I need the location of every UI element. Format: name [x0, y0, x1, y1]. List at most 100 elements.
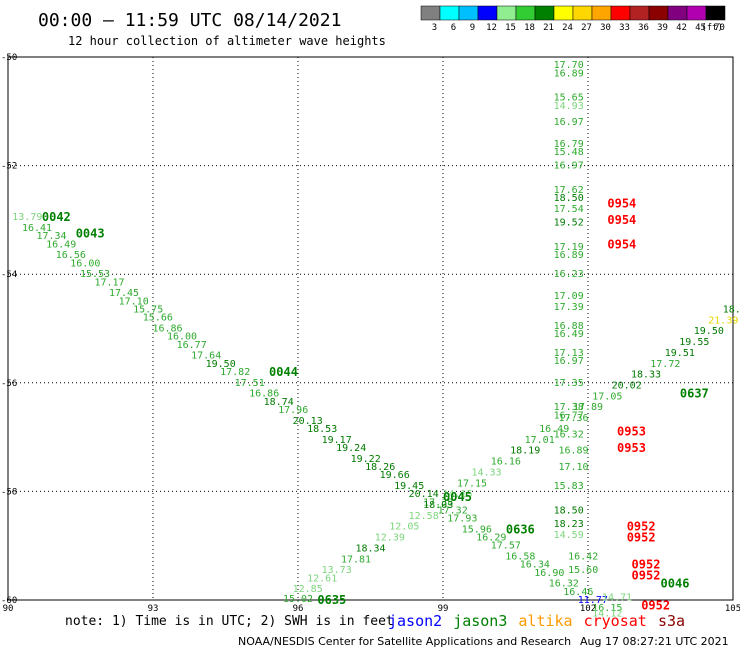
pass-time-label: 0046 — [661, 577, 690, 591]
data-point: 14.15 — [442, 489, 472, 500]
data-point: 16.46 — [563, 587, 593, 598]
data-point: 16.00 — [167, 332, 197, 343]
data-point: 17.34 — [36, 231, 66, 242]
data-point: 17.05 — [592, 391, 622, 402]
pass-time-label: 0042 — [42, 210, 71, 224]
data-point: 17.54 — [554, 204, 584, 215]
data-point: 14.12 — [592, 609, 622, 620]
plot-frame — [7, 56, 734, 601]
legend-swatch — [496, 5, 517, 21]
pass-time-label: 0953 — [617, 425, 646, 439]
legend-bin-label: 12 — [486, 23, 497, 33]
legend-swatch — [610, 5, 631, 21]
legend-unit: (ft) — [701, 23, 723, 33]
data-point: 15.96 — [462, 524, 492, 535]
satellite-name: jason3 — [453, 612, 507, 630]
data-point: 12.85 — [293, 584, 323, 595]
data-point: 19.50 — [694, 326, 724, 337]
legend-bin-label: 15 — [505, 23, 516, 33]
data-point: 16.86 — [249, 389, 279, 400]
data-point: 16.79 — [554, 139, 584, 150]
data-point: 19.45 — [394, 481, 424, 492]
legend-bin-label: 70 — [714, 23, 725, 33]
data-point: 16.88 — [554, 321, 584, 332]
legend-swatch — [648, 5, 669, 21]
pass-time-label: 0043 — [76, 226, 105, 240]
legend-bin-label: 27 — [581, 23, 592, 33]
data-point: 17.01 — [525, 435, 555, 446]
data-point: 12.61 — [307, 573, 337, 584]
data-point: 19.55 — [679, 337, 709, 348]
legend-swatch — [572, 5, 593, 21]
data-point: 16.97 — [554, 117, 584, 128]
legend-swatch — [667, 5, 688, 21]
data-point: 18.74 — [264, 397, 294, 408]
data-point: 15.02 — [283, 594, 313, 605]
legend-swatch — [534, 5, 555, 21]
satellite-legend: jason2 jason3 altika cryosat s3a — [388, 612, 685, 630]
data-point: 19.24 — [336, 443, 366, 454]
data-point: 19.52 — [554, 218, 584, 229]
x-tick-label: 90 — [3, 604, 14, 614]
legend-bin-label: 21 — [543, 23, 554, 33]
pass-time-label: 0636 — [506, 522, 535, 536]
data-point: 17.70 — [554, 60, 584, 71]
data-point: 16.58 — [505, 552, 535, 563]
chart-subtitle: 12 hour collection of altimeter wave hei… — [68, 34, 386, 48]
data-point: 12.05 — [389, 522, 419, 533]
legend-bin-label: 3 — [432, 23, 437, 33]
data-point: 16.89 — [554, 250, 584, 261]
data-point: 18.33 — [631, 370, 661, 381]
x-tick-label: 93 — [148, 604, 159, 614]
data-point: 14.93 — [554, 101, 584, 112]
y-tick-label: -58 — [1, 487, 17, 497]
data-point: 14.71 — [602, 592, 632, 603]
data-point: 17.35 — [554, 378, 584, 389]
data-point: 17.72 — [650, 359, 680, 370]
legend-swatch — [477, 5, 498, 21]
pass-time-label: 0637 — [680, 387, 709, 401]
pass-time-label: 0952 — [641, 598, 670, 612]
data-point: 19.66 — [380, 470, 410, 481]
pass-time-label: 0635 — [317, 593, 346, 607]
data-point: 18.23 — [554, 519, 584, 530]
data-point: 15.75 — [133, 304, 163, 315]
satellite-name: s3a — [658, 612, 685, 630]
data-point: 17.45 — [109, 288, 139, 299]
pass-time-label: 0952 — [627, 531, 656, 545]
data-point: 16.89 — [554, 68, 584, 79]
data-point: 16.15 — [592, 603, 622, 614]
pass-time-label: 0045 — [443, 490, 472, 504]
data-point: 18.26 — [365, 462, 395, 473]
pass-time-label: 0953 — [617, 441, 646, 455]
color-legend: 3 6 9 12 15 18 21 24 27 30 33 36 39 42 45 70(ft) — [420, 5, 726, 33]
data-point: 16.49 — [554, 329, 584, 340]
data-point: 17.38 — [554, 402, 584, 413]
data-point: 12.39 — [375, 533, 405, 544]
data-point: 17.38 — [423, 497, 453, 508]
x-tick-label: 105 — [725, 604, 740, 614]
legend-bin-label: 36 — [638, 23, 649, 33]
data-point: 16.49 — [46, 239, 76, 250]
data-point: 19.51 — [665, 348, 695, 359]
data-point: 11.77 — [578, 595, 608, 606]
data-point: 16.29 — [476, 533, 506, 544]
legend-swatch — [458, 5, 479, 21]
data-point: 16.56 — [56, 250, 86, 261]
data-point: 13.73 — [322, 565, 352, 576]
data-point: 16.89 — [558, 446, 588, 457]
legend-bin-label: 33 — [619, 23, 630, 33]
legend-swatch — [553, 5, 574, 21]
x-tick-label: 96 — [293, 604, 304, 614]
data-point: 18.50 — [554, 193, 584, 204]
y-tick-label: -60 — [1, 596, 17, 606]
data-point: 15.48 — [554, 147, 584, 158]
data-point: 17.51 — [235, 378, 265, 389]
pass-time-label: 0952 — [627, 520, 656, 534]
pass-time-label: 0954 — [607, 197, 636, 211]
legend-bin-label: 30 — [600, 23, 611, 33]
data-point: 17.64 — [191, 351, 221, 362]
data-point: 14.33 — [471, 467, 501, 478]
data-point: 17.15 — [457, 478, 487, 489]
